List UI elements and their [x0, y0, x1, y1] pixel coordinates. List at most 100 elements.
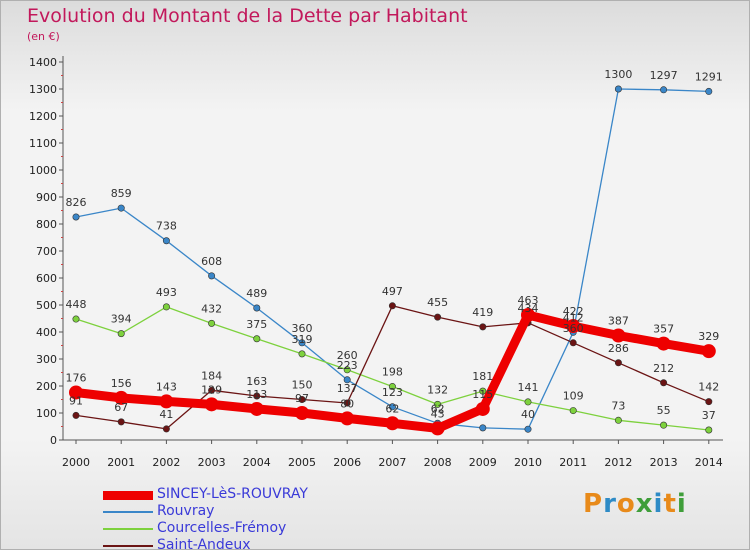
data-label: 150	[292, 379, 313, 392]
data-label: 260	[337, 349, 358, 362]
data-label: 62	[431, 402, 445, 415]
x-tick-label: 2007	[378, 456, 406, 469]
data-point-saint-andeux	[614, 359, 622, 367]
unit-label: (en €)	[27, 30, 60, 43]
data-label: 360	[292, 322, 313, 335]
data-label: 286	[608, 342, 629, 355]
data-point-courcelles-fremoy	[72, 315, 80, 323]
data-label: 489	[246, 287, 267, 300]
data-label: 738	[156, 220, 177, 233]
data-label: 115	[472, 388, 493, 401]
x-tick-label: 2011	[559, 456, 587, 469]
y-tick-label: 1400	[29, 56, 57, 69]
data-point-courcelles-fremoy	[117, 330, 125, 338]
x-tick-label: 2002	[152, 456, 180, 469]
data-label: 375	[246, 318, 267, 331]
data-point-rouvray	[253, 304, 261, 312]
data-point-courcelles-fremoy	[705, 426, 713, 434]
data-point-saint-andeux	[343, 399, 351, 407]
data-point-sincey-les-rouvray	[114, 390, 129, 405]
data-label: 176	[66, 371, 87, 384]
logo-letter: x	[635, 489, 654, 519]
data-point-rouvray	[705, 87, 713, 95]
legend-label: SINCEY-LèS-ROUVRAY	[157, 486, 308, 502]
y-tick-label: 600	[36, 272, 57, 285]
data-label: 129	[201, 383, 222, 396]
data-point-courcelles-fremoy	[569, 407, 577, 415]
data-point-rouvray	[72, 213, 80, 221]
data-point-courcelles-fremoy	[614, 416, 622, 424]
data-point-sincey-les-rouvray	[385, 416, 400, 431]
data-label: 156	[111, 377, 132, 390]
legend-swatch	[103, 545, 153, 547]
y-tick-label: 100	[36, 407, 57, 420]
data-label: 422	[563, 305, 584, 318]
data-point-rouvray	[162, 237, 170, 245]
data-point-saint-andeux	[162, 425, 170, 433]
data-label: 1291	[695, 70, 723, 83]
y-tick-label: 1100	[29, 137, 57, 150]
data-label: 80	[340, 397, 354, 410]
data-point-courcelles-fremoy	[479, 387, 487, 395]
data-point-rouvray	[614, 85, 622, 93]
data-label: 132	[427, 383, 448, 396]
data-label: 493	[156, 286, 177, 299]
y-tick-label: 1000	[29, 164, 57, 177]
data-label: 357	[653, 323, 674, 336]
data-point-courcelles-fremoy	[524, 398, 532, 406]
chart-title: Evolution du Montant de la Dette par Hab…	[27, 5, 468, 27]
data-label: 73	[611, 399, 625, 412]
data-point-courcelles-fremoy	[434, 400, 442, 408]
x-tick-label: 2005	[288, 456, 316, 469]
y-tick-label: 1300	[29, 83, 57, 96]
legend-swatch	[103, 528, 153, 530]
data-point-saint-andeux	[660, 379, 668, 387]
data-point-courcelles-fremoy	[388, 383, 396, 391]
data-point-saint-andeux	[298, 395, 306, 403]
x-tick-label: 2006	[333, 456, 361, 469]
data-label: 37	[702, 409, 716, 422]
data-label: 434	[518, 302, 539, 315]
data-point-sincey-les-rouvray	[159, 394, 174, 409]
data-label: 463	[518, 294, 539, 307]
legend-swatch	[103, 511, 153, 513]
data-label: 91	[69, 394, 83, 407]
data-label: 448	[66, 298, 87, 311]
logo-letter: t	[663, 489, 677, 519]
data-point-rouvray	[388, 403, 396, 411]
data-label: 137	[337, 382, 358, 395]
data-point-courcelles-fremoy	[298, 350, 306, 358]
x-tick-label: 2004	[243, 456, 271, 469]
logo-letter: o	[616, 489, 636, 519]
data-label: 43	[431, 407, 445, 420]
data-label: 329	[698, 330, 719, 343]
x-tick-label: 2008	[424, 456, 452, 469]
data-label: 497	[382, 285, 403, 298]
data-point-saint-andeux	[434, 313, 442, 321]
data-point-saint-andeux	[388, 302, 396, 310]
x-tick-label: 2001	[107, 456, 135, 469]
x-tick-label: 2003	[198, 456, 226, 469]
data-label: 181	[472, 370, 493, 383]
legend-swatch	[103, 490, 153, 500]
data-label: 1297	[650, 69, 678, 82]
y-tick-label: 500	[36, 299, 57, 312]
data-point-sincey-les-rouvray	[611, 328, 626, 343]
y-tick-label: 300	[36, 353, 57, 366]
data-point-rouvray	[117, 204, 125, 212]
data-point-sincey-les-rouvray	[701, 344, 716, 359]
data-label: 123	[382, 386, 403, 399]
data-point-sincey-les-rouvray	[69, 385, 83, 400]
y-tick-label: 0	[50, 434, 57, 447]
y-tick-label: 900	[36, 191, 57, 204]
data-label: 419	[472, 306, 493, 319]
data-label: 113	[246, 388, 267, 401]
data-point-sincey-les-rouvray	[340, 411, 355, 426]
data-point-sincey-les-rouvray	[475, 401, 490, 416]
y-tick-label: 400	[36, 326, 57, 339]
data-label: 143	[156, 380, 177, 393]
data-label: 826	[66, 196, 87, 209]
data-label: 163	[246, 375, 267, 388]
logo-letter: P	[583, 489, 604, 519]
